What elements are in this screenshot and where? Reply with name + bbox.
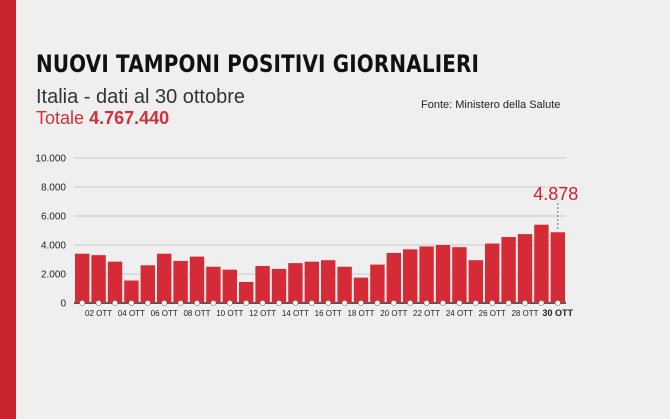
bar [304, 261, 319, 303]
axis-dot [210, 300, 217, 306]
axis-dot [194, 300, 200, 306]
axis-dot [374, 300, 381, 306]
axis-dot [554, 300, 561, 306]
axis-dot [522, 300, 528, 306]
axis-dot [144, 300, 151, 306]
axis-dot [505, 300, 512, 306]
x-tick-label: 18 OTT [347, 309, 374, 318]
axis-dot [440, 300, 446, 306]
bar [124, 280, 139, 303]
bar [452, 247, 467, 303]
bar [206, 266, 221, 303]
axis-dot [423, 300, 430, 306]
bar [140, 265, 155, 303]
axis-dot [276, 300, 282, 306]
bar [321, 260, 336, 303]
bar [91, 255, 106, 303]
bar [403, 249, 418, 303]
x-tick-label: 02 OTT [85, 309, 112, 318]
x-tick-label: 22 OTT [413, 309, 440, 318]
bar [501, 237, 516, 303]
axis-dot [177, 300, 184, 306]
y-tick-label: 8.000 [41, 183, 66, 194]
x-tick-label: 30 OTT [543, 308, 574, 318]
bar [239, 281, 254, 303]
x-tick-label: 12 OTT [249, 309, 276, 318]
axis-dot [161, 300, 168, 306]
bar [534, 224, 549, 303]
x-tick-label: 20 OTT [380, 309, 407, 318]
x-tick-label: 16 OTT [315, 309, 342, 318]
bar [353, 277, 369, 303]
x-tick-label: 28 OTT [511, 309, 538, 318]
bar [517, 234, 533, 303]
axis-dot [308, 300, 315, 306]
bar [271, 268, 287, 303]
axis-dot [407, 300, 414, 306]
bar [370, 264, 385, 303]
axis-dot [538, 300, 545, 306]
bar [337, 266, 352, 303]
axis-dot [358, 300, 364, 306]
bar [485, 243, 500, 303]
axis-dot [79, 300, 86, 306]
y-tick-label: 2.000 [41, 270, 66, 281]
axis-dot [112, 300, 118, 306]
x-tick-label: 14 OTT [282, 309, 309, 318]
bar [255, 266, 270, 303]
total-value: 4.767.440 [89, 108, 170, 128]
x-tick-label: 10 OTT [216, 309, 243, 318]
y-tick-label: 6.000 [41, 212, 66, 223]
accent-bar [0, 0, 16, 419]
bar [419, 246, 434, 303]
axis-dot [472, 300, 479, 306]
bar [107, 261, 123, 303]
bar [550, 232, 565, 303]
bar [435, 245, 451, 303]
chart-title: NUOVI TAMPONI POSITIVI GIORNALIERI [36, 50, 480, 78]
bar [386, 252, 401, 303]
axis-dot [128, 300, 135, 306]
source-note: Fonte: Ministero della Salute [421, 99, 561, 111]
callout-value: 4.878 [533, 184, 578, 204]
y-tick-label: 4.000 [41, 241, 66, 252]
bar [189, 256, 205, 303]
axis-dot [325, 300, 332, 306]
axis-dot [95, 300, 102, 306]
x-tick-label: 06 OTT [151, 309, 178, 318]
axis-dot [489, 300, 496, 306]
bar [173, 260, 188, 303]
bar [222, 269, 237, 303]
axis-dot [259, 300, 266, 306]
axis-dot [456, 300, 463, 306]
axis-dot [243, 300, 250, 306]
bar [288, 263, 303, 303]
axis-dot [341, 300, 348, 306]
x-tick-label: 08 OTT [183, 309, 210, 318]
bar [75, 253, 90, 303]
axis-dot [226, 300, 233, 306]
bar [468, 260, 483, 303]
total-label: Totale [36, 108, 85, 128]
y-tick-label: 0 [60, 299, 66, 310]
bar [157, 253, 172, 303]
axis-dot [390, 300, 397, 306]
x-tick-label: 04 OTT [118, 309, 145, 318]
x-tick-label: 24 OTT [446, 309, 473, 318]
total-line: Totale 4.767.440 [36, 108, 169, 129]
y-tick-label: 10.000 [35, 154, 66, 165]
axis-dot [292, 300, 299, 306]
chart-subtitle: Italia - dati al 30 ottobre [36, 86, 246, 108]
x-tick-label: 26 OTT [479, 309, 506, 318]
